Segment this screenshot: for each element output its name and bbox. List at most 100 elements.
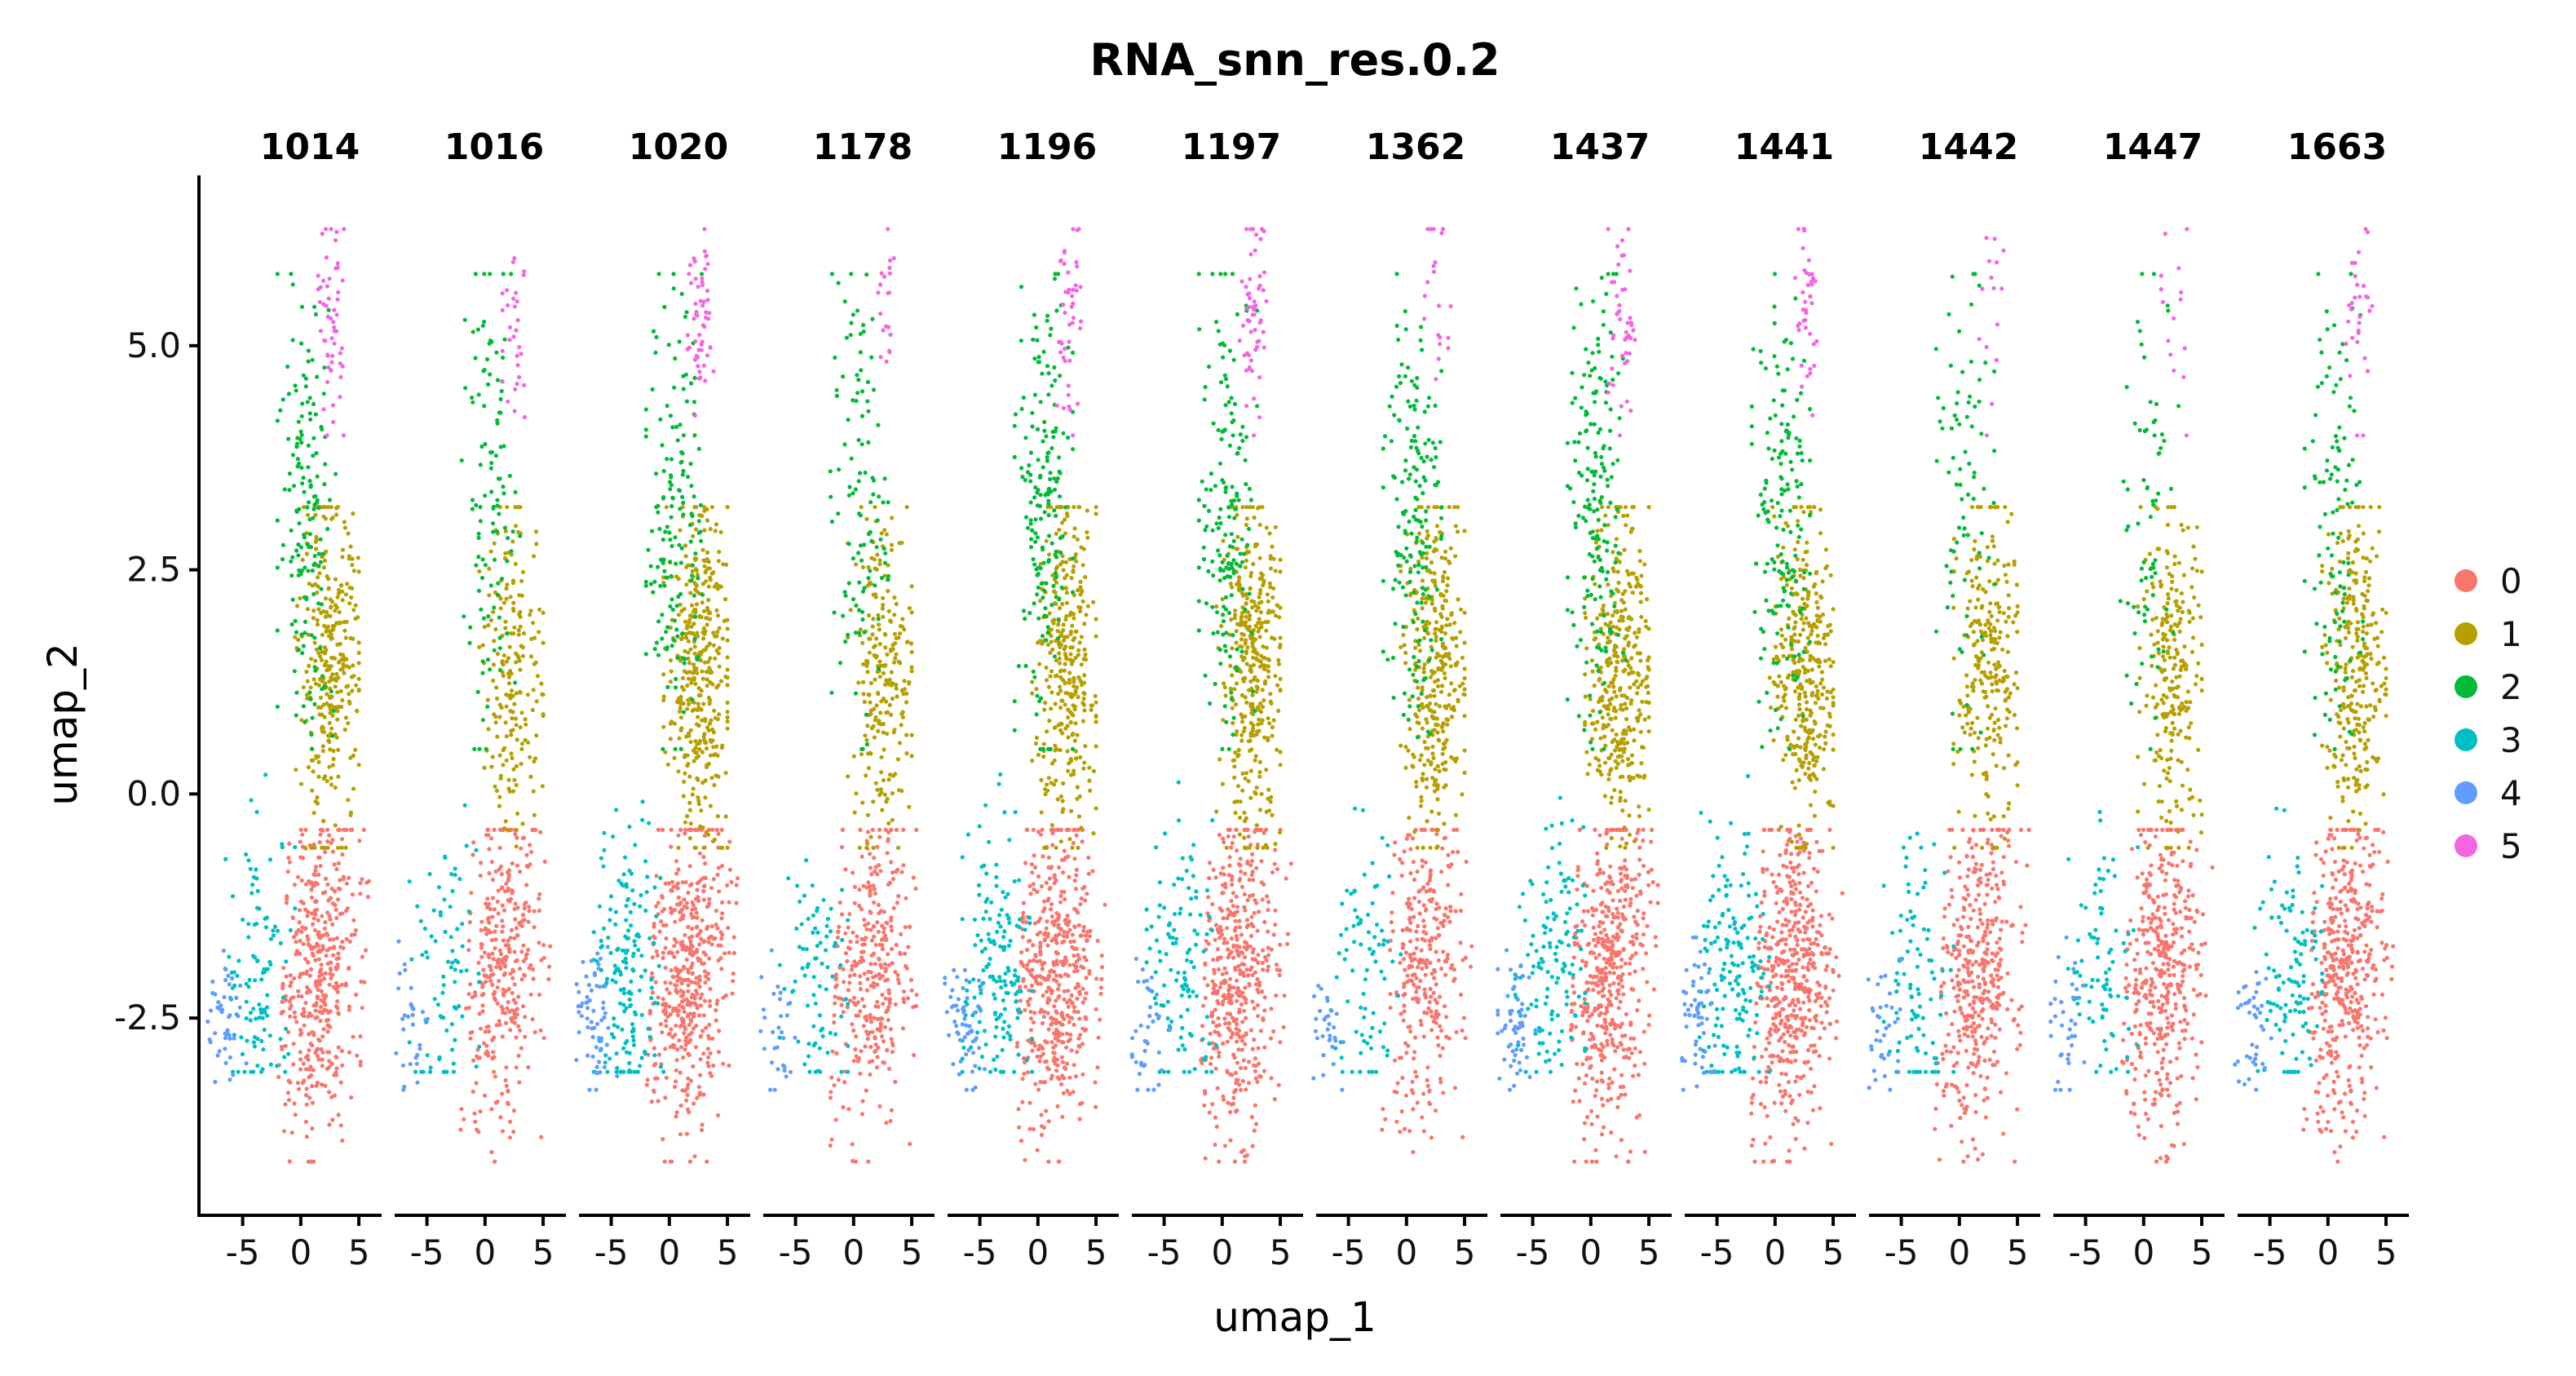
point-cluster-1	[1078, 579, 1083, 585]
point-cluster-3	[840, 937, 845, 942]
point-cluster-0	[471, 1058, 476, 1063]
point-cluster-2	[660, 636, 665, 641]
point-cluster-2	[1035, 592, 1040, 597]
point-cluster-0	[839, 1002, 844, 1007]
point-cluster-3	[232, 1033, 236, 1038]
point-cluster-1	[305, 512, 311, 518]
point-cluster-2	[496, 581, 501, 586]
point-cluster-0	[698, 1073, 703, 1077]
point-cluster-0	[661, 827, 665, 833]
point-cluster-0	[846, 988, 851, 993]
point-cluster-0	[912, 1052, 917, 1058]
point-cluster-1	[316, 774, 321, 780]
point-cluster-1	[708, 698, 713, 703]
point-cluster-3	[818, 940, 823, 945]
point-cluster-3	[263, 925, 268, 930]
point-cluster-5	[881, 274, 887, 279]
point-cluster-0	[297, 920, 302, 925]
point-cluster-2	[864, 742, 869, 747]
point-cluster-2	[858, 331, 863, 336]
point-cluster-1	[690, 677, 695, 682]
point-cluster-3	[807, 1069, 812, 1074]
point-cluster-2	[293, 383, 298, 388]
point-cluster-1	[716, 774, 721, 779]
point-cluster-0	[320, 1064, 325, 1069]
point-cluster-2	[462, 614, 466, 619]
point-cluster-4	[223, 977, 228, 983]
point-cluster-1	[1044, 665, 1049, 670]
point-cluster-1	[331, 757, 336, 762]
point-cluster-0	[508, 971, 513, 976]
point-cluster-0	[669, 968, 674, 973]
point-cluster-0	[689, 1019, 694, 1024]
point-cluster-0	[707, 900, 712, 905]
point-cluster-0	[288, 1014, 293, 1019]
point-cluster-0	[891, 905, 896, 910]
point-cluster-0	[1056, 915, 1061, 920]
point-cluster-0	[652, 1088, 656, 1093]
point-cluster-1	[881, 670, 886, 675]
point-cluster-2	[668, 487, 673, 492]
point-cluster-0	[280, 999, 285, 1004]
point-cluster-4	[775, 1045, 780, 1050]
point-cluster-2	[278, 408, 283, 413]
point-cluster-2	[286, 392, 291, 396]
point-cluster-0	[1072, 924, 1077, 929]
point-cluster-0	[661, 997, 665, 1002]
facet-label-1016: 1016	[444, 126, 544, 168]
point-cluster-2	[678, 460, 683, 465]
point-cluster-5	[339, 346, 344, 351]
point-cluster-5	[510, 259, 516, 264]
point-cluster-0	[286, 1078, 291, 1083]
point-cluster-0	[864, 927, 869, 931]
point-cluster-0	[914, 993, 919, 998]
point-cluster-1	[884, 532, 889, 537]
point-cluster-0	[673, 919, 678, 924]
point-cluster-3	[244, 1015, 249, 1021]
point-cluster-3	[604, 976, 610, 981]
point-cluster-0	[528, 843, 532, 847]
point-cluster-1	[877, 719, 881, 723]
point-cluster-0	[344, 881, 349, 886]
point-cluster-0	[281, 983, 285, 988]
point-cluster-0	[877, 827, 882, 833]
point-cluster-1	[349, 595, 354, 600]
point-cluster-1	[683, 820, 688, 825]
point-cluster-4	[236, 1014, 241, 1019]
point-cluster-3	[460, 944, 465, 949]
point-cluster-0	[1020, 1099, 1025, 1104]
point-cluster-0	[1046, 975, 1051, 980]
point-cluster-0	[478, 1109, 483, 1114]
point-cluster-1	[354, 683, 359, 688]
point-cluster-5	[341, 433, 346, 438]
point-cluster-1	[1074, 559, 1079, 564]
point-cluster-1	[498, 596, 503, 601]
point-cluster-4	[410, 1022, 415, 1027]
point-cluster-0	[295, 1081, 301, 1086]
point-cluster-5	[522, 269, 527, 274]
point-cluster-0	[284, 974, 289, 979]
point-cluster-3	[832, 944, 837, 949]
point-cluster-0	[895, 977, 900, 982]
point-cluster-0	[284, 998, 289, 1002]
point-cluster-0	[663, 945, 668, 950]
point-cluster-5	[519, 352, 524, 356]
point-cluster-1	[346, 721, 351, 726]
point-cluster-1	[539, 681, 544, 686]
point-cluster-0	[468, 1036, 473, 1041]
point-cluster-5	[692, 413, 697, 418]
point-cluster-4	[402, 962, 407, 967]
point-cluster-4	[228, 1036, 232, 1041]
point-cluster-3	[824, 923, 829, 928]
point-cluster-0	[661, 922, 666, 928]
point-cluster-2	[306, 569, 311, 573]
point-cluster-0	[1018, 998, 1023, 1003]
point-cluster-0	[868, 883, 873, 888]
point-cluster-0	[1046, 1027, 1051, 1032]
point-cluster-0	[893, 970, 898, 975]
point-cluster-1	[1054, 531, 1058, 536]
point-cluster-3	[603, 1060, 608, 1065]
point-cluster-1	[528, 774, 533, 780]
point-cluster-0	[702, 883, 707, 888]
point-cluster-0	[706, 976, 711, 981]
